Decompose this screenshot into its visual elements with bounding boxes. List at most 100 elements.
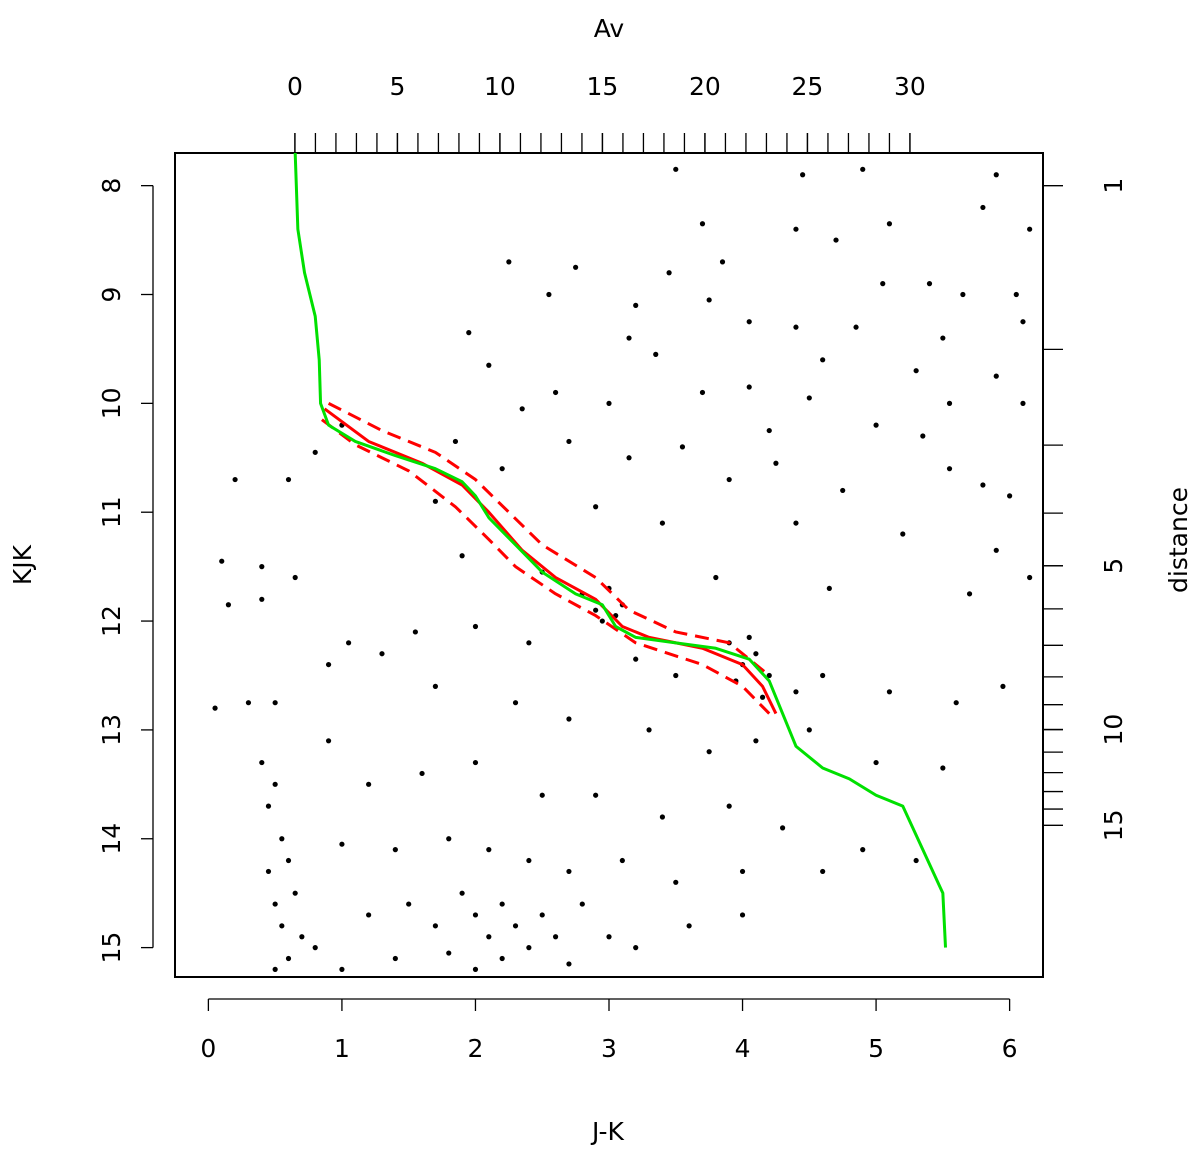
data-point: [873, 759, 879, 766]
data-point: [619, 857, 625, 864]
data-point: [739, 868, 746, 875]
x-tick-label: 2: [468, 1034, 484, 1063]
y-tick-label: 13: [97, 714, 126, 746]
data-point: [526, 640, 532, 646]
data-point: [840, 487, 846, 494]
data-point: [486, 847, 492, 853]
data-point: [292, 890, 298, 896]
data-point: [960, 291, 966, 298]
y2-axis-label: distance: [1164, 487, 1193, 593]
data-point: [472, 759, 479, 766]
data-point: [886, 689, 893, 695]
data-point: [232, 476, 238, 483]
x2-tick-label: 15: [587, 72, 619, 101]
data-point: [606, 934, 612, 940]
data-point: [1027, 574, 1033, 581]
data-point: [946, 466, 953, 472]
data-point: [452, 438, 459, 445]
x2-tick-label: 10: [484, 72, 516, 101]
data-point: [219, 558, 225, 564]
data-point: [546, 291, 552, 298]
data-point: [793, 226, 799, 232]
data-point: [673, 672, 679, 679]
data-point: [499, 466, 505, 472]
data-point: [272, 700, 278, 706]
data-point: [753, 738, 759, 744]
data-point: [860, 847, 866, 853]
data-point: [325, 661, 332, 668]
data-point: [673, 166, 679, 172]
data-point: [726, 476, 732, 483]
data-point: [512, 923, 519, 929]
data-point: [279, 923, 285, 929]
data-point: [499, 955, 505, 962]
data-point: [566, 868, 572, 875]
data-point: [940, 765, 946, 771]
data-point: [599, 618, 605, 624]
data-point: [993, 547, 999, 553]
data-point: [820, 868, 826, 875]
data-point: [633, 656, 639, 662]
data-point: [593, 792, 599, 798]
data-point: [466, 330, 472, 336]
data-point: [259, 596, 265, 602]
data-point: [573, 264, 579, 270]
data-point: [666, 270, 672, 276]
x2-tick-label: 30: [894, 72, 926, 101]
data-point: [526, 857, 532, 864]
data-point: [272, 901, 278, 907]
data-point: [793, 324, 799, 330]
y-tick-label: 8: [97, 178, 126, 194]
data-point: [519, 406, 525, 412]
data-point: [820, 357, 826, 363]
data-point: [272, 781, 278, 787]
data-point: [746, 634, 752, 640]
data-point: [913, 857, 919, 864]
data-point: [653, 351, 659, 357]
data-point: [419, 770, 425, 777]
data-point: [346, 640, 352, 646]
x-tick-label: 6: [1002, 1034, 1018, 1063]
data-point: [699, 389, 706, 396]
data-point: [392, 847, 398, 853]
curve: [320, 418, 771, 715]
data-point: [646, 727, 652, 733]
data-point: [880, 281, 886, 287]
data-point: [593, 607, 599, 613]
data-point: [673, 879, 679, 885]
curve: [293, 152, 948, 948]
data-point: [459, 553, 465, 559]
x2-tick-label: 20: [689, 72, 721, 101]
data-point: [719, 259, 726, 265]
x2-tick-label: 25: [792, 72, 824, 101]
data-point: [913, 368, 919, 374]
data-point: [686, 923, 692, 929]
data-point: [245, 700, 252, 706]
data-point: [833, 237, 839, 243]
y2-tick-label: 1: [1099, 178, 1128, 194]
y-tick-label: 10: [97, 387, 126, 419]
data-point: [312, 945, 318, 951]
data-point: [746, 384, 752, 390]
data-point: [292, 574, 298, 581]
data-point: [873, 422, 879, 428]
data-point: [793, 689, 799, 695]
curve: [327, 402, 771, 677]
data-point: [366, 781, 372, 787]
data-point: [566, 438, 572, 445]
data-point: [265, 868, 272, 875]
data-point: [626, 455, 632, 461]
x-axis-label: J-K: [590, 1117, 625, 1146]
plot-frame: [174, 152, 1044, 978]
data-point: [432, 923, 438, 929]
data-point: [552, 934, 559, 940]
data-point: [980, 204, 986, 211]
data-point: [773, 460, 779, 466]
data-point: [926, 281, 933, 287]
data-point: [566, 716, 572, 722]
data-point: [225, 602, 232, 608]
data-point: [446, 950, 452, 956]
data-point: [1000, 683, 1006, 689]
data-point: [753, 651, 759, 657]
